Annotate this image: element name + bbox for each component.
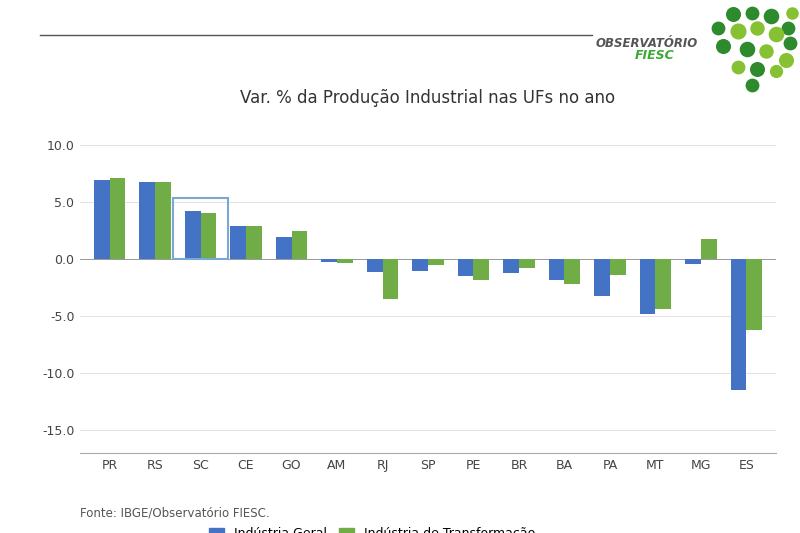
Bar [428,260,444,265]
Bar [291,231,307,260]
Bar [230,227,246,260]
Point [770,30,782,38]
Bar [276,237,291,260]
Legend: Indústria Geral, Indústria de Transformação: Indústria Geral, Indústria de Transforma… [204,522,541,533]
Point [746,9,758,17]
Bar [565,260,580,285]
Point [782,23,795,32]
Bar [458,260,474,277]
Bar [155,182,171,260]
Bar [174,198,228,260]
Bar [594,260,610,296]
Bar [382,260,398,299]
Text: OBSERVATÓRIO: OBSERVATÓRIO [596,37,698,50]
Text: FIESC: FIESC [634,49,674,62]
Bar [94,180,110,260]
Point [750,23,763,32]
Bar [549,260,565,280]
Point [712,23,725,32]
Point [746,81,758,90]
Point [760,46,773,55]
Bar [139,182,155,260]
Bar [474,260,490,280]
Point [784,39,797,47]
Point [741,45,754,53]
Bar [412,260,428,271]
Bar [246,227,262,260]
Bar [321,260,337,262]
Bar [701,239,717,260]
Bar [110,179,126,260]
Point [765,12,778,20]
Text: Fonte: IBGE/Observatório FIESC.: Fonte: IBGE/Observatório FIESC. [80,507,270,520]
Point [750,64,763,73]
Bar [366,260,382,272]
Title: Var. % da Produção Industrial nas UFs no ano: Var. % da Produção Industrial nas UFs no… [241,89,615,107]
Point [779,55,792,64]
Point [786,9,798,17]
Bar [185,212,201,260]
Point [717,42,730,51]
Bar [337,260,353,263]
Bar [610,260,626,275]
Point [731,63,744,71]
Point [770,66,782,75]
Bar [730,260,746,390]
Bar [503,260,519,273]
Bar [201,213,217,260]
Point [731,27,744,35]
Bar [519,260,535,269]
Bar [746,260,762,330]
Bar [685,260,701,264]
Bar [639,260,655,314]
Bar [655,260,671,310]
Point [726,10,739,19]
